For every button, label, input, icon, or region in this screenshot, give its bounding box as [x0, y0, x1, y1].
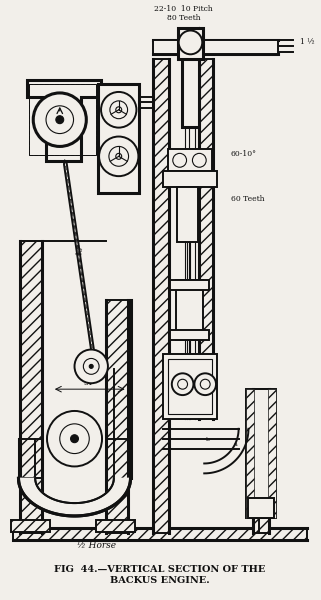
- Circle shape: [200, 379, 210, 389]
- Bar: [13, 528, 308, 540]
- Text: a: a: [234, 442, 238, 446]
- Text: 60 Teeth: 60 Teeth: [231, 195, 265, 203]
- Circle shape: [172, 373, 194, 395]
- Text: 22-10  10 Pitch: 22-10 10 Pitch: [154, 5, 213, 13]
- Bar: [168, 359, 212, 414]
- Bar: [247, 389, 276, 518]
- Circle shape: [99, 137, 138, 176]
- Text: 80 Teeth: 80 Teeth: [167, 14, 200, 22]
- Bar: [153, 40, 278, 54]
- Bar: [182, 37, 199, 127]
- Circle shape: [71, 435, 78, 443]
- Bar: [178, 28, 203, 59]
- Circle shape: [56, 116, 64, 124]
- Polygon shape: [64, 154, 94, 359]
- Bar: [11, 520, 50, 532]
- Text: BACKUS ENGINE.: BACKUS ENGINE.: [110, 576, 210, 585]
- Bar: [176, 280, 203, 340]
- Bar: [253, 389, 269, 533]
- Bar: [247, 389, 254, 518]
- Text: 1 ½: 1 ½: [299, 38, 314, 46]
- Circle shape: [74, 350, 108, 383]
- Bar: [29, 84, 96, 155]
- Circle shape: [116, 107, 122, 113]
- Circle shape: [192, 154, 206, 167]
- Circle shape: [47, 411, 102, 466]
- Circle shape: [46, 106, 74, 134]
- Bar: [163, 171, 217, 187]
- Bar: [98, 84, 139, 193]
- Circle shape: [173, 154, 187, 167]
- Circle shape: [89, 364, 93, 368]
- Bar: [199, 59, 213, 416]
- Circle shape: [179, 31, 202, 54]
- Bar: [106, 300, 127, 533]
- Text: 60-10°: 60-10°: [231, 151, 257, 158]
- Polygon shape: [19, 478, 131, 516]
- Text: 16¹: 16¹: [75, 242, 85, 256]
- Bar: [177, 187, 198, 242]
- Circle shape: [60, 424, 89, 454]
- Circle shape: [110, 101, 127, 119]
- Circle shape: [83, 358, 99, 374]
- Bar: [153, 59, 169, 533]
- Bar: [248, 498, 274, 518]
- Circle shape: [109, 146, 129, 166]
- Polygon shape: [27, 80, 101, 161]
- Text: 31’: 31’: [83, 379, 95, 387]
- Bar: [163, 355, 217, 419]
- Bar: [170, 330, 209, 340]
- Bar: [268, 389, 276, 518]
- Circle shape: [33, 93, 86, 146]
- Bar: [170, 280, 209, 290]
- Text: b: b: [206, 437, 210, 442]
- Bar: [96, 520, 135, 532]
- Circle shape: [101, 92, 136, 128]
- Bar: [21, 241, 42, 533]
- Circle shape: [178, 379, 187, 389]
- Text: FIG  44.—VERTICAL SECTION OF THE: FIG 44.—VERTICAL SECTION OF THE: [54, 565, 266, 574]
- Bar: [168, 149, 212, 171]
- Text: ½ Horse: ½ Horse: [77, 541, 116, 550]
- Circle shape: [116, 154, 122, 160]
- Circle shape: [195, 373, 216, 395]
